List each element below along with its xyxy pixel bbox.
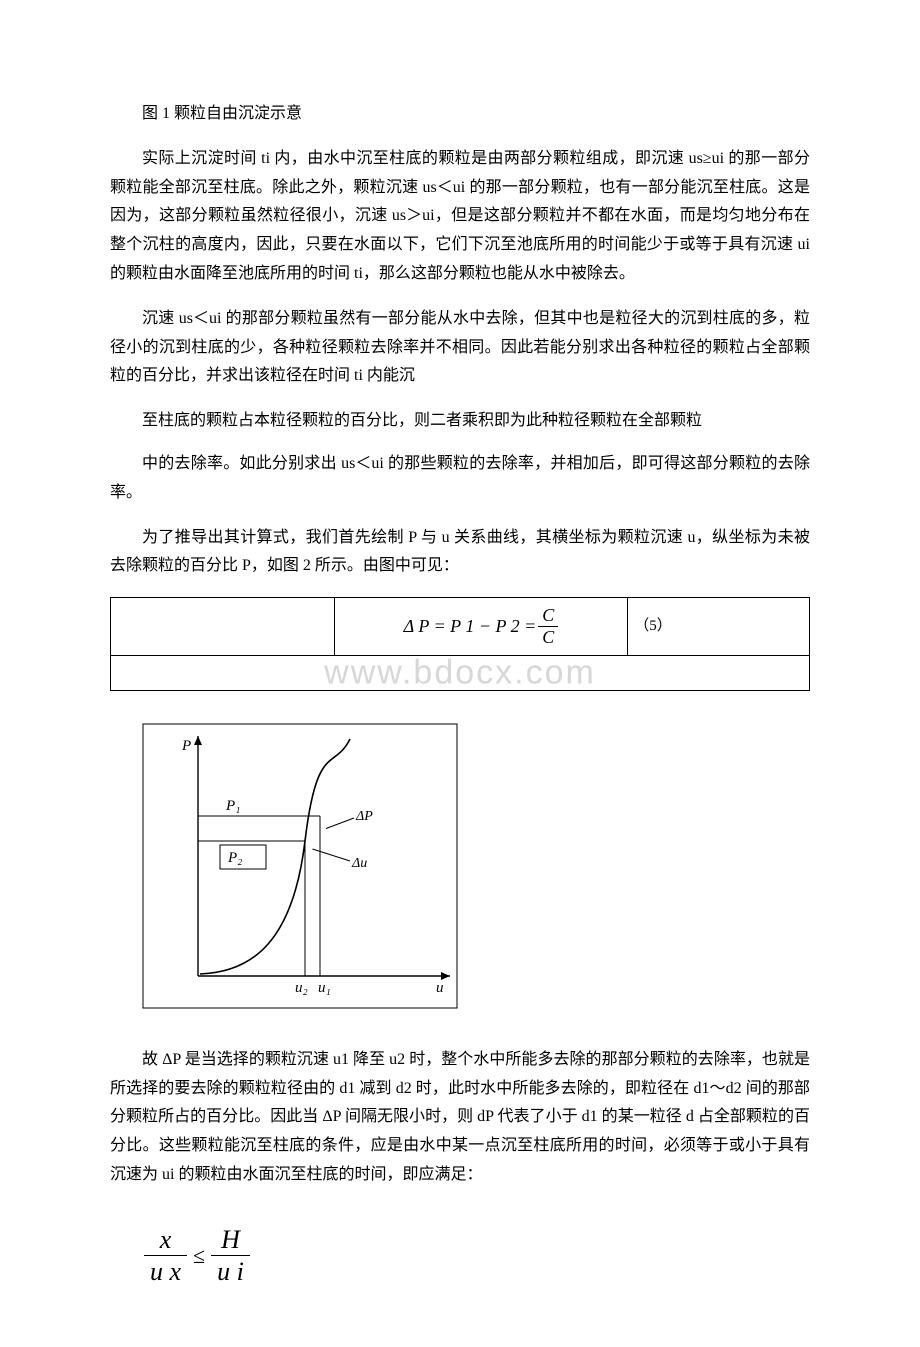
final-inequality: x u x ≤ H u i bbox=[144, 1224, 250, 1288]
eq-cell-left bbox=[111, 598, 335, 656]
svg-text:u₁: u₁ bbox=[318, 980, 331, 996]
svg-text:ΔP: ΔP bbox=[355, 809, 373, 824]
svg-text:u₂: u₂ bbox=[295, 980, 308, 996]
final-num-r: H bbox=[215, 1224, 246, 1255]
final-num-l: x bbox=[154, 1224, 178, 1255]
leq-symbol: ≤ bbox=[193, 1236, 205, 1276]
eq-cell-label: （5） bbox=[628, 598, 810, 656]
final-den-r: u i bbox=[211, 1255, 250, 1287]
svg-text:P₂: P₂ bbox=[227, 850, 242, 866]
svg-text:P₁: P₁ bbox=[225, 798, 240, 814]
paragraph-3: 至柱底的颗粒占本粒径颗粒的百分比，则二者乘积即为此种粒径颗粒在全部颗粒 bbox=[110, 407, 810, 436]
equation-table: Δ P = P 1 − P 2 = C C （5） www.bdocx.com bbox=[110, 597, 810, 691]
final-frac-left: x u x bbox=[144, 1224, 187, 1288]
svg-text:Δu: Δu bbox=[351, 856, 367, 871]
figure1-caption: 图 1 颗粒自由沉淀示意 bbox=[110, 100, 810, 129]
final-frac-right: H u i bbox=[211, 1224, 250, 1288]
eq5-lhs: Δ P = P 1 − P 2 = bbox=[404, 610, 537, 642]
svg-text:u: u bbox=[436, 980, 444, 996]
paragraph-4: 中的去除率。如此分别求出 us＜ui 的那些颗粒的去除率，并相加后，即可得这部分… bbox=[110, 450, 810, 508]
svg-text:P: P bbox=[181, 738, 191, 754]
watermark: www.bdocx.com bbox=[324, 642, 596, 703]
paragraph-2: 沉速 us＜ui 的那部分颗粒虽然有一部分能从水中去除，但其中也是粒径大的沉到柱… bbox=[110, 305, 810, 391]
figure2-svg: P P₁ P₂ ΔP Δu u₂ u₁ u bbox=[140, 721, 460, 1011]
eq5-fraction: C C bbox=[538, 606, 558, 647]
paragraph-6: 故 ΔP 是当选择的颗粒沉速 u1 降至 u2 时，整个水中所能多去除的那部分颗… bbox=[110, 1046, 810, 1190]
paragraph-5: 为了推导出其计算式，我们首先绘制 P 与 u 关系曲线，其横坐标为颗粒沉速 u，… bbox=[110, 524, 810, 582]
watermark-row: www.bdocx.com bbox=[111, 655, 810, 690]
final-den-l: u x bbox=[144, 1255, 187, 1287]
paragraph-1: 实际上沉淀时间 ti 内，由水中沉至柱底的颗粒是由两部分颗粒组成，即沉速 us≥… bbox=[110, 145, 810, 289]
eq5-num: C bbox=[538, 606, 558, 626]
figure2: P P₁ P₂ ΔP Δu u₂ u₁ u bbox=[140, 721, 810, 1022]
